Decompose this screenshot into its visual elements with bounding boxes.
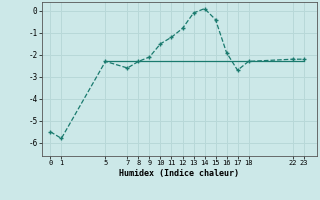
X-axis label: Humidex (Indice chaleur): Humidex (Indice chaleur) xyxy=(119,169,239,178)
